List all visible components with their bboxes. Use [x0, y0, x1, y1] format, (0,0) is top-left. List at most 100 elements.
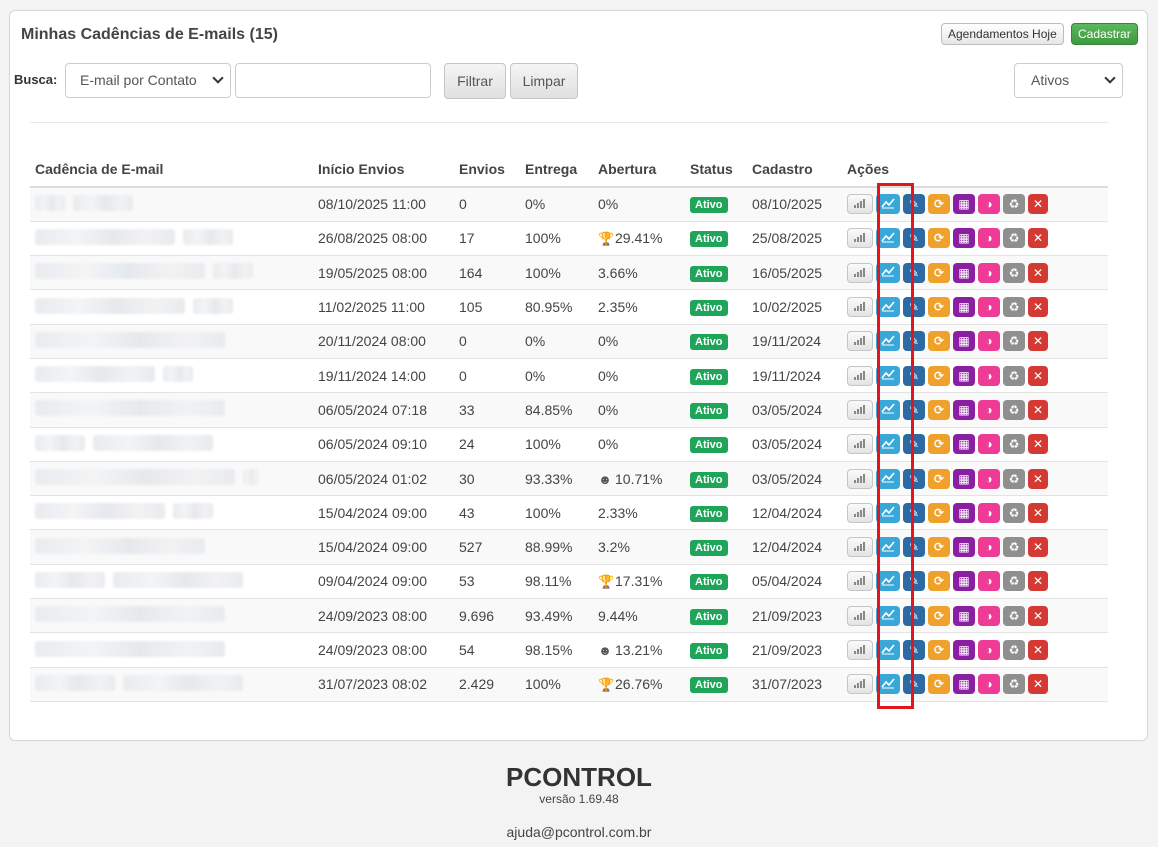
signal-button[interactable]: [847, 262, 873, 283]
edit-button[interactable]: ✎: [903, 365, 925, 386]
register-button[interactable]: Cadastrar: [1071, 23, 1138, 45]
signal-button[interactable]: [847, 674, 873, 695]
close-button[interactable]: ✕: [1028, 537, 1048, 558]
edit-button[interactable]: ✎: [903, 297, 925, 318]
close-button[interactable]: ✕: [1028, 605, 1048, 626]
filter-button[interactable]: Filtrar: [444, 63, 506, 99]
chart-button[interactable]: [876, 399, 900, 420]
calendar-button[interactable]: ▦: [953, 605, 975, 626]
calendar-button[interactable]: ▦: [953, 468, 975, 489]
cadence-name-redacted[interactable]: [30, 529, 313, 565]
recycle-button[interactable]: ♻: [1003, 262, 1025, 283]
calendar-button[interactable]: ▦: [953, 674, 975, 695]
signal-button[interactable]: [847, 468, 873, 489]
recycle-button[interactable]: ♻: [1003, 571, 1025, 592]
cadence-name-redacted[interactable]: [30, 392, 313, 428]
cadence-name-redacted[interactable]: [30, 598, 313, 634]
signal-button[interactable]: [847, 605, 873, 626]
recycle-button[interactable]: ♻: [1003, 434, 1025, 455]
signal-button[interactable]: [847, 399, 873, 420]
cadence-name-redacted[interactable]: [30, 427, 313, 462]
calendar-button[interactable]: ▦: [953, 331, 975, 352]
sync-button[interactable]: ⟳: [928, 297, 950, 318]
sync-button[interactable]: ⟳: [928, 365, 950, 386]
half-circle-button[interactable]: ◑: [978, 468, 1000, 489]
sync-button[interactable]: ⟳: [928, 399, 950, 420]
sync-button[interactable]: ⟳: [928, 640, 950, 660]
calendar-button[interactable]: ▦: [953, 262, 975, 283]
chart-button[interactable]: [876, 297, 900, 318]
close-button[interactable]: ✕: [1028, 399, 1048, 420]
sync-button[interactable]: ⟳: [928, 434, 950, 455]
recycle-button[interactable]: ♻: [1003, 640, 1025, 660]
recycle-button[interactable]: ♻: [1003, 674, 1025, 695]
close-button[interactable]: ✕: [1028, 674, 1048, 695]
sync-button[interactable]: ⟳: [928, 502, 950, 523]
close-button[interactable]: ✕: [1028, 297, 1048, 318]
clear-button[interactable]: Limpar: [510, 63, 578, 99]
sync-button[interactable]: ⟳: [928, 468, 950, 489]
calendar-button[interactable]: ▦: [953, 434, 975, 455]
calendar-button[interactable]: ▦: [953, 297, 975, 318]
half-circle-button[interactable]: ◑: [978, 605, 1000, 626]
chart-button[interactable]: [876, 331, 900, 352]
cadence-name-redacted[interactable]: [30, 461, 313, 497]
half-circle-button[interactable]: ◑: [978, 297, 1000, 318]
half-circle-button[interactable]: ◑: [978, 571, 1000, 592]
col-cadence[interactable]: Cadência de E-mail: [30, 152, 313, 188]
close-button[interactable]: ✕: [1028, 502, 1048, 523]
edit-button[interactable]: ✎: [903, 331, 925, 352]
cadence-name-redacted[interactable]: [30, 187, 313, 222]
chart-button[interactable]: [876, 674, 900, 695]
search-type-select[interactable]: E-mail por Contato: [65, 63, 231, 98]
calendar-button[interactable]: ▦: [953, 571, 975, 592]
sync-button[interactable]: ⟳: [928, 331, 950, 352]
chart-button[interactable]: [876, 228, 900, 249]
half-circle-button[interactable]: ◑: [978, 262, 1000, 283]
col-opening[interactable]: Abertura: [593, 152, 685, 188]
edit-button[interactable]: ✎: [903, 228, 925, 249]
sync-button[interactable]: ⟳: [928, 537, 950, 558]
edit-button[interactable]: ✎: [903, 194, 925, 215]
col-sends[interactable]: Envios: [454, 152, 520, 188]
edit-button[interactable]: ✎: [903, 674, 925, 695]
recycle-button[interactable]: ♻: [1003, 502, 1025, 523]
col-status[interactable]: Status: [685, 152, 747, 188]
cadence-name-redacted[interactable]: [30, 221, 313, 257]
chart-button[interactable]: [876, 262, 900, 283]
sync-button[interactable]: ⟳: [928, 194, 950, 215]
status-filter-select[interactable]: Ativos: [1014, 63, 1123, 98]
edit-button[interactable]: ✎: [903, 262, 925, 283]
col-created[interactable]: Cadastro: [747, 152, 842, 188]
close-button[interactable]: ✕: [1028, 434, 1048, 455]
cadence-name-redacted[interactable]: [30, 289, 313, 325]
signal-button[interactable]: [847, 502, 873, 523]
edit-button[interactable]: ✎: [903, 434, 925, 455]
schedules-today-button[interactable]: Agendamentos Hoje: [941, 23, 1064, 45]
close-button[interactable]: ✕: [1028, 262, 1048, 283]
close-button[interactable]: ✕: [1028, 571, 1048, 592]
chart-button[interactable]: [876, 640, 900, 660]
calendar-button[interactable]: ▦: [953, 365, 975, 386]
chart-button[interactable]: [876, 605, 900, 626]
recycle-button[interactable]: ♻: [1003, 605, 1025, 626]
cadence-name-redacted[interactable]: [30, 564, 313, 600]
signal-button[interactable]: [847, 365, 873, 386]
signal-button[interactable]: [847, 640, 873, 660]
recycle-button[interactable]: ♻: [1003, 365, 1025, 386]
half-circle-button[interactable]: ◑: [978, 331, 1000, 352]
chart-button[interactable]: [876, 502, 900, 523]
close-button[interactable]: ✕: [1028, 365, 1048, 386]
close-button[interactable]: ✕: [1028, 331, 1048, 352]
recycle-button[interactable]: ♻: [1003, 537, 1025, 558]
half-circle-button[interactable]: ◑: [978, 640, 1000, 660]
edit-button[interactable]: ✎: [903, 399, 925, 420]
signal-button[interactable]: [847, 537, 873, 558]
chart-button[interactable]: [876, 571, 900, 592]
signal-button[interactable]: [847, 571, 873, 592]
signal-button[interactable]: [847, 434, 873, 455]
cadence-name-redacted[interactable]: [30, 255, 313, 291]
edit-button[interactable]: ✎: [903, 605, 925, 626]
calendar-button[interactable]: ▦: [953, 194, 975, 215]
chart-button[interactable]: [876, 468, 900, 489]
